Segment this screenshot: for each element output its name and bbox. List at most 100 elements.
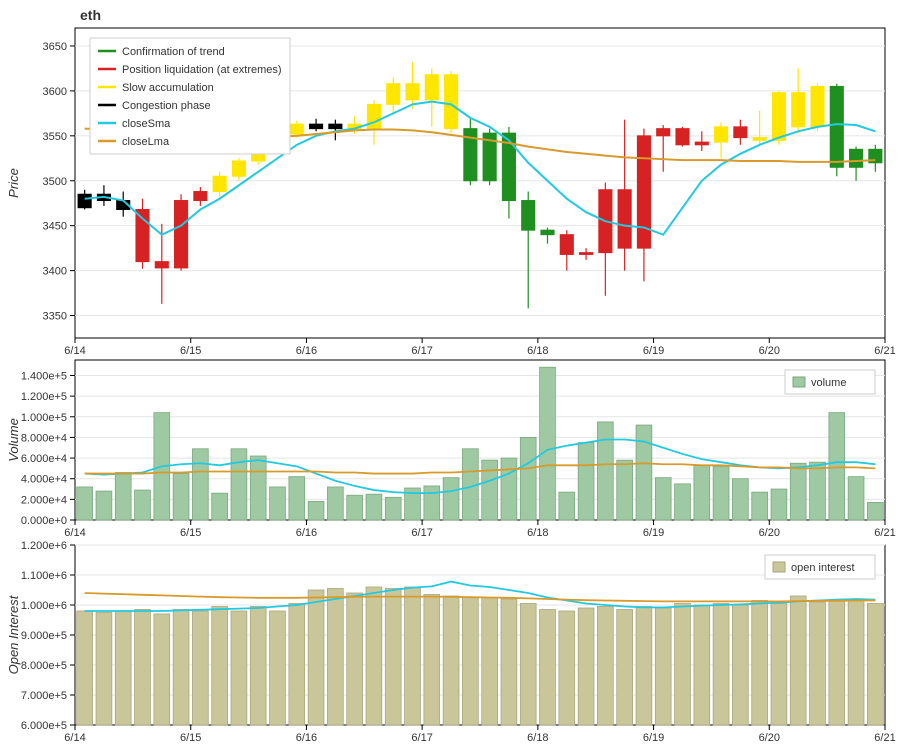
volume-bar [115,473,131,520]
volume-bar [867,502,883,520]
volume-bar [173,474,189,520]
chart-title: eth [80,7,101,23]
x-tick-label: 6/14 [64,527,85,539]
volume-bar [810,462,826,520]
candle [830,86,843,167]
volume-bar [443,478,459,520]
oi-bar [308,590,324,725]
volume-bar [675,484,691,520]
candle [580,253,593,255]
y-tick-label: 6.000e+5 [21,720,67,732]
candle [78,194,91,207]
oi-bar [501,599,517,725]
volume-bar [385,497,401,520]
candle [715,127,728,142]
volume-legend: volume [785,370,875,394]
volume-bar [270,487,286,520]
oi-bar [597,607,613,726]
candle [695,142,708,145]
volume-bar [212,493,228,520]
volume-bar [636,425,652,520]
x-tick-label: 6/20 [759,527,780,539]
y-tick-label: 0.000e+0 [21,515,67,527]
chart-container: eth3350340034503500355036003650Price6/14… [0,0,900,750]
y-tick-label: 2.000e+4 [21,494,67,506]
oi-bar [289,604,305,726]
volume-bar [96,491,112,520]
x-tick-label: 6/16 [296,527,317,539]
y-tick-label: 8.000e+4 [21,432,67,444]
candle [155,262,168,268]
oi-bar [135,610,151,726]
volume-bar [732,479,748,520]
oi-bar [173,610,189,726]
volume-bar [482,460,498,520]
oi-bar [270,611,286,725]
candle [310,124,323,128]
oi-bars [77,587,884,725]
oi-bar [694,605,710,725]
volume-bar [771,489,787,520]
candle [618,190,631,248]
y-tick-label: 1.100e+6 [21,570,67,582]
chart-svg: eth3350340034503500355036003650Price6/14… [0,0,900,750]
candle [637,136,650,248]
volume-bar [694,465,710,520]
oi-bar [810,602,826,725]
candle [367,104,380,129]
candle [290,124,303,134]
y-tick-label: 1.400e+5 [21,370,67,382]
volume-bar [289,477,305,520]
oi-bar [96,613,112,726]
volume-bar [424,486,440,520]
x-tick-label: 6/15 [180,732,201,744]
volume-bar [231,449,247,520]
candle [445,75,458,129]
candle [792,93,805,127]
x-tick-label: 6/20 [759,732,780,744]
candle [850,149,863,167]
y-tick-label: 7.000e+5 [21,690,67,702]
volume-bar [655,478,671,520]
candle [734,127,747,138]
oi-bar [790,596,806,725]
volume-bar [559,492,575,520]
oi-bar [559,611,575,725]
y-tick-label: 9.000e+5 [21,630,67,642]
oi-bar [675,604,691,726]
oi-bar [713,604,729,726]
candle [772,93,785,141]
volume-bar [501,458,517,520]
y-axis-label: Price [6,168,21,198]
oi-bar [327,589,343,726]
y-axis-label: Volume [6,418,21,462]
y-tick-label: 1.000e+6 [21,600,67,612]
y-tick-label: 1.000e+5 [21,412,67,424]
oi-bar [443,596,459,725]
candle [387,84,400,105]
oi-bar [462,598,478,726]
oi-bar [867,604,883,726]
x-tick-label: 6/18 [527,345,548,357]
x-tick-label: 6/21 [874,527,895,539]
oi-bar [829,601,845,726]
x-tick-label: 6/14 [64,732,85,744]
oi-bar [154,614,170,725]
x-tick-label: 6/15 [180,527,201,539]
oi-bar [231,611,247,725]
oi-bar [424,595,440,726]
volume-bar [192,449,208,520]
x-tick-label: 6/16 [296,732,317,744]
candle [425,75,438,100]
volume-bar [752,492,768,520]
oi-bar [848,599,864,725]
volume-bar [347,495,363,520]
oi-bar [250,607,266,726]
candle [657,129,670,136]
candle [541,230,554,234]
y-tick-label: 1.200e+6 [21,540,67,552]
x-tick-label: 6/21 [874,345,895,357]
oi-bar [77,611,93,725]
y-tick-label: 8.000e+5 [21,660,67,672]
volume-bar [327,487,343,520]
